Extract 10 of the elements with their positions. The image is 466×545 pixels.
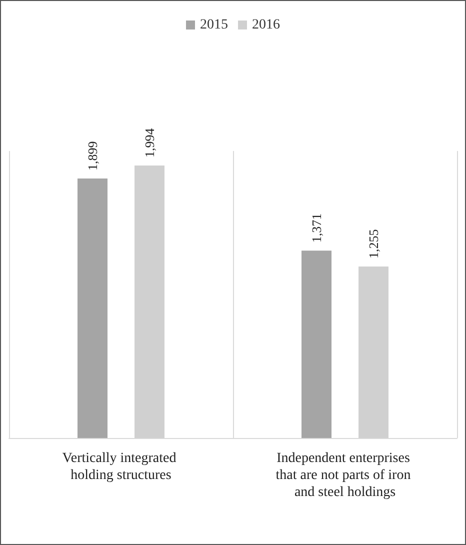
- bar: [78, 178, 108, 438]
- x-tick-label: Vertically integrated holding structures: [62, 451, 180, 483]
- data-label: 1,255: [366, 229, 381, 258]
- legend-label: 2016: [252, 18, 280, 32]
- data-label: 1,899: [85, 141, 100, 170]
- data-label: 1,371: [309, 213, 324, 243]
- data-label: 1,994: [142, 128, 157, 158]
- bar: [302, 250, 332, 438]
- x-tick-label: Independent enterprises that are not parts of iron and steel holdings: [276, 451, 414, 500]
- legend-label: 2015: [200, 18, 228, 32]
